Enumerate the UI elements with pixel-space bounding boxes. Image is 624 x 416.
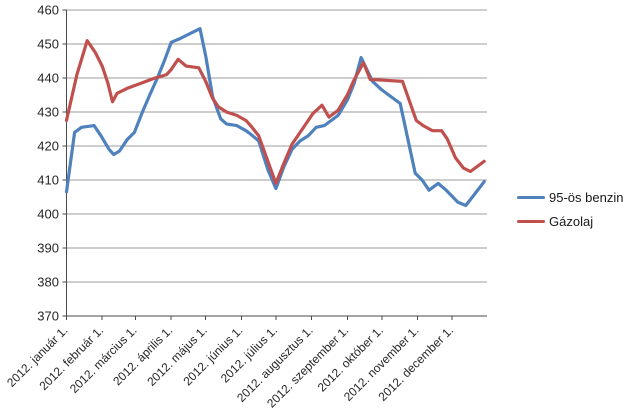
y-tick-label: 420 <box>37 139 59 154</box>
legend-label-95-os-benzin: 95-ös benzin <box>549 189 624 205</box>
y-tick-label: 410 <box>37 173 59 188</box>
y-tick-label: 440 <box>37 71 59 86</box>
legend-item-95-os-benzin: 95-ös benzin <box>517 189 623 205</box>
y-tick-label: 370 <box>37 309 59 324</box>
x-tick-label: 2012. május 1. <box>144 323 210 389</box>
series-line-95-os-benzin <box>64 27 486 208</box>
legend-swatch-gazolaj-line <box>517 219 545 223</box>
axes <box>62 9 487 320</box>
y-axis-labels: 370 380 390 400 410 420 430 440 450 460 <box>37 3 59 324</box>
y-tick-label: 390 <box>37 241 59 256</box>
x-axis-labels: 2012. január 1.2012. február 1.2012. már… <box>4 323 456 410</box>
y-tick-label: 450 <box>37 37 59 52</box>
y-tick-label: 430 <box>37 105 59 120</box>
legend-swatch-95-os-benzin-line <box>517 195 545 199</box>
y-tick-label: 460 <box>37 3 59 18</box>
legend: 95-ös benzin Gázolaj <box>517 189 623 237</box>
legend-item-gazolaj: Gázolaj <box>517 213 623 229</box>
x-tick-label: 2012. január 1. <box>4 323 71 390</box>
legend-label-gazolaj: Gázolaj <box>549 213 594 229</box>
y-tick-label: 380 <box>37 275 59 290</box>
series-line-gazolaj <box>64 38 486 185</box>
gridlines <box>66 9 487 283</box>
y-tick-label: 400 <box>37 207 59 222</box>
